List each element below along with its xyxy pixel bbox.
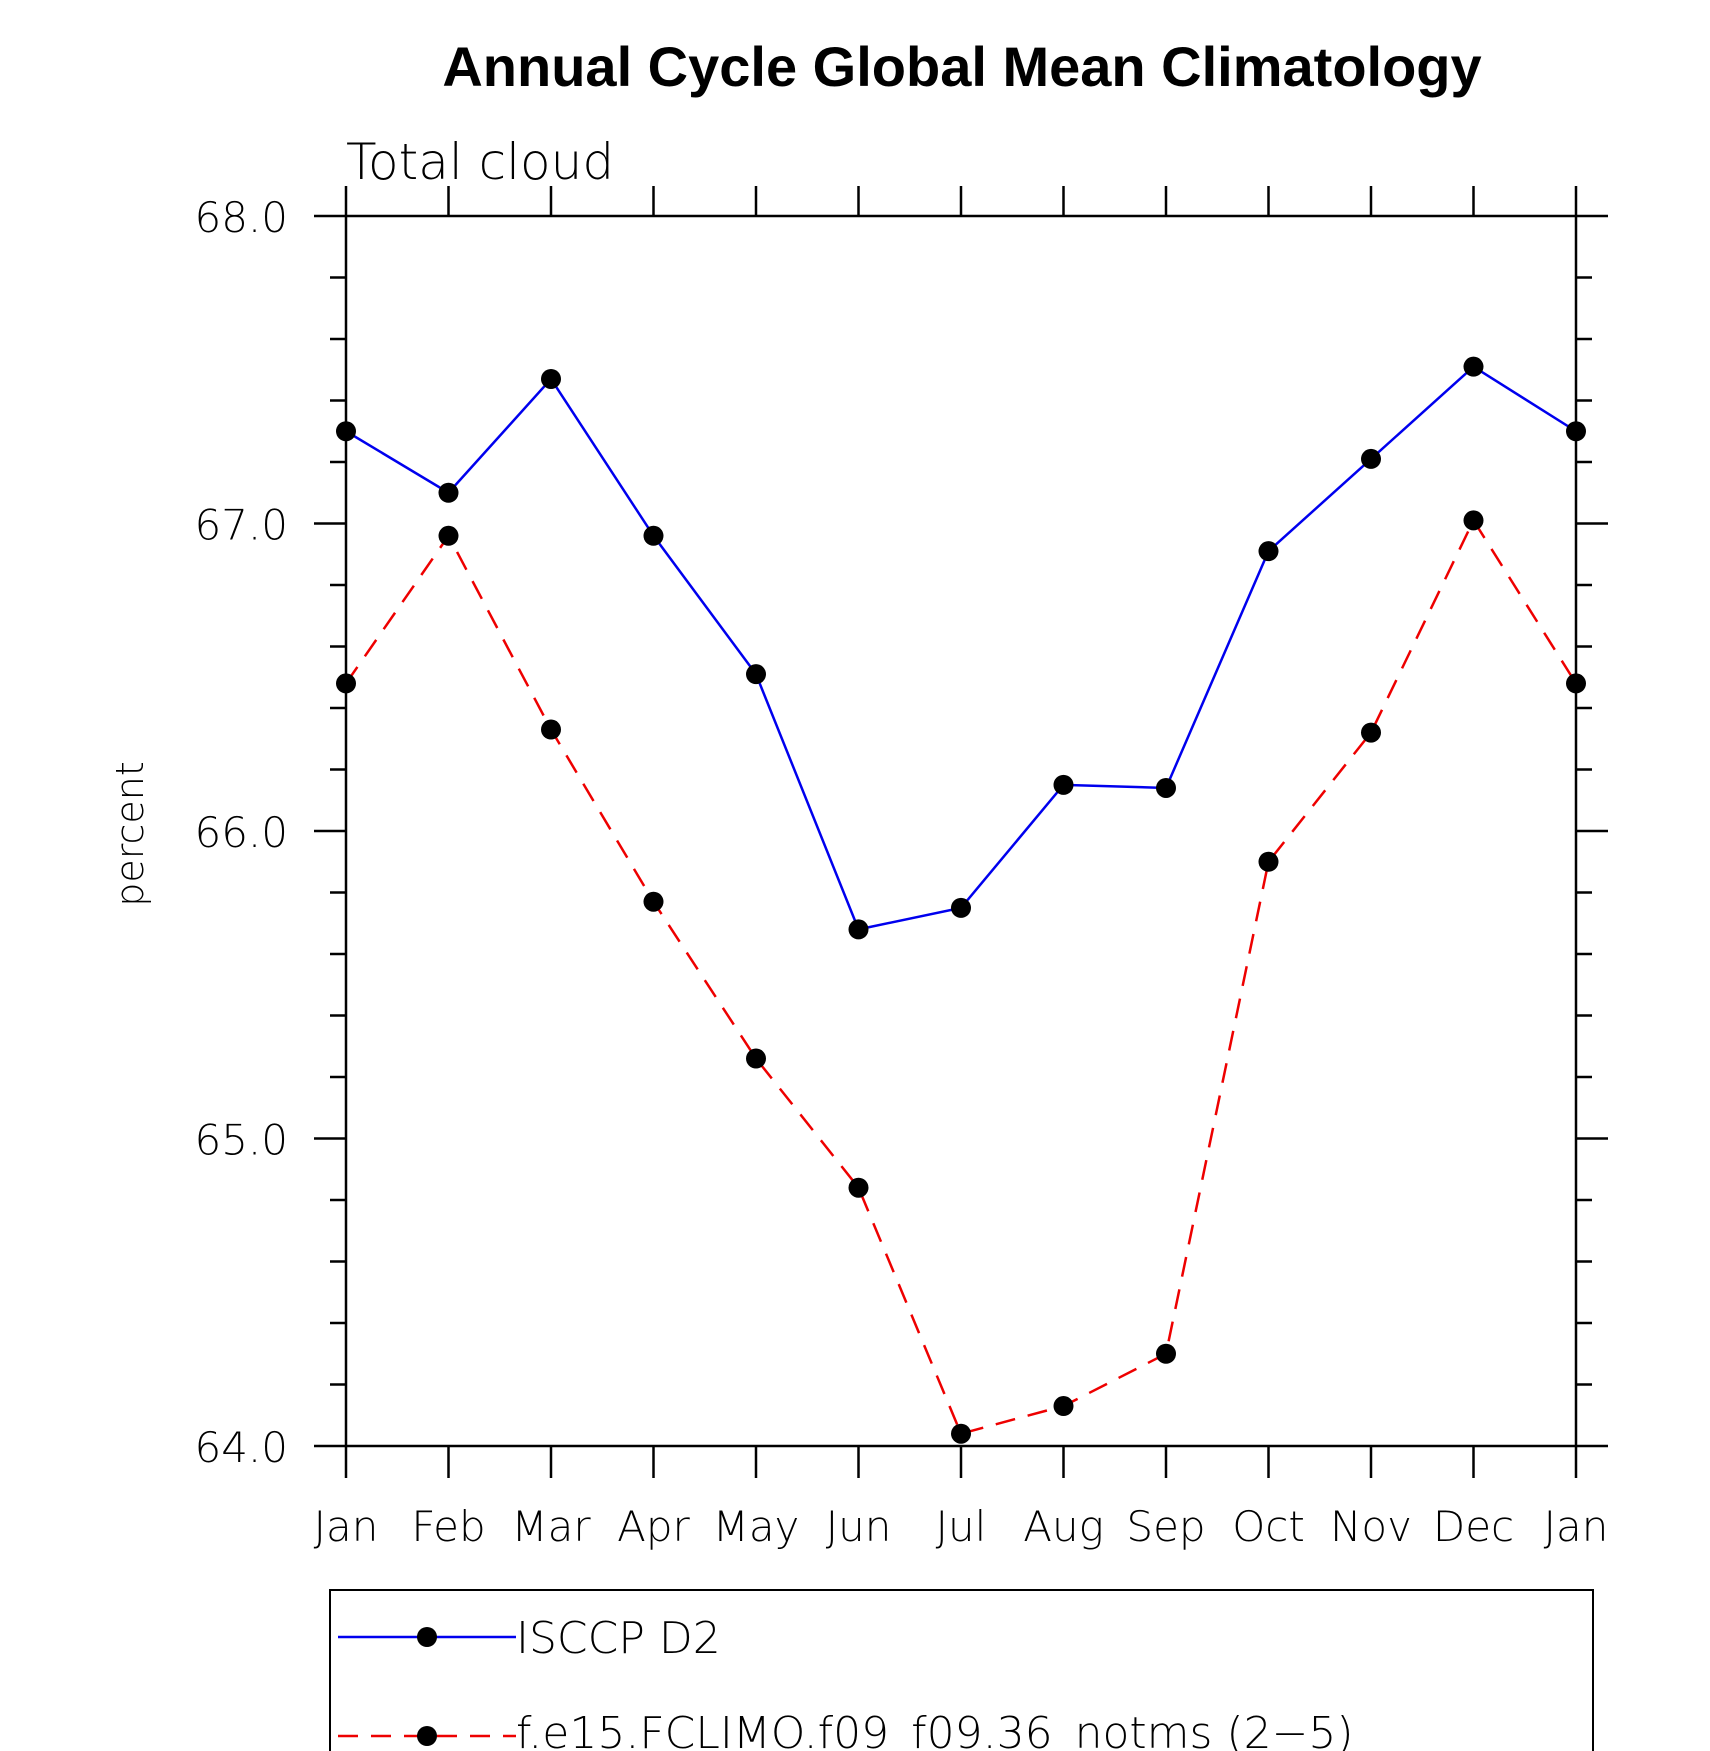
series-1-point <box>541 719 561 740</box>
x-tick-labels: Jan Feb Mar Apr May Jun Jul Aug Sep Oct Nov Dec Jan <box>314 1502 1609 1551</box>
x-tick-label: Feb <box>411 1502 485 1551</box>
x-tick-label: Jan <box>1544 1502 1609 1551</box>
series-0-point <box>1566 421 1586 442</box>
series-1-point <box>1361 722 1381 743</box>
x-tick-label: Jul <box>936 1502 987 1551</box>
x-tick-label: Sep <box>1126 1502 1205 1551</box>
series-1-point <box>1566 673 1586 694</box>
series-1-point <box>438 525 459 546</box>
y-tick-label: 65.0 <box>194 1116 288 1165</box>
x-tick-label: Nov <box>1330 1502 1412 1551</box>
series-1-point <box>1463 510 1484 531</box>
series-0-point <box>1258 541 1279 562</box>
series-0-point <box>951 897 971 918</box>
legend-box <box>329 1589 1594 1751</box>
y-tick-label: 66.0 <box>194 808 288 857</box>
legend-label-isccp: ISCCP D2 <box>516 1613 721 1664</box>
series-1-point <box>1053 1396 1074 1417</box>
x-tick-label: Mar <box>511 1502 591 1551</box>
y-tick-label: 68.0 <box>194 193 288 242</box>
series-0-point <box>1156 777 1176 798</box>
y-tick-label: 67.0 <box>194 501 288 550</box>
series-line-0 <box>345 365 1577 931</box>
x-tick-label: May <box>713 1502 800 1551</box>
series-1-point <box>1258 851 1279 872</box>
y-axis-label: percent <box>108 761 152 907</box>
x-tick-label: Jun <box>826 1502 892 1551</box>
legend-marker-model <box>417 1726 437 1746</box>
series-1-point <box>643 891 664 912</box>
x-tick-label: Jan <box>314 1502 379 1551</box>
series-0-point <box>1463 356 1484 377</box>
chart-title: Annual Cycle Global Mean Climatology <box>442 35 1481 98</box>
series-0-point <box>1053 774 1074 795</box>
series-1-point <box>848 1177 869 1198</box>
series-0-point <box>336 421 356 442</box>
axes <box>314 186 1608 1478</box>
legend: ISCCP D2 f.e15.FCLIMO.f09_f09.36_notms (… <box>329 1589 1594 1751</box>
legend-marker-isccp <box>417 1627 437 1647</box>
x-tick-label: Oct <box>1232 1502 1305 1551</box>
series-line-1 <box>344 517 1578 1436</box>
series-layer <box>336 356 1586 1444</box>
series-1-point <box>951 1423 971 1444</box>
series-0-point <box>848 919 869 940</box>
series-0-point <box>541 368 561 389</box>
series-0-point <box>643 525 664 546</box>
series-1-point <box>336 673 356 694</box>
chart-subtitle: Total cloud <box>346 133 614 191</box>
series-0-point <box>746 664 766 685</box>
y-tick-labels: 64.0 65.0 66.0 67.0 68.0 <box>194 193 288 1472</box>
series-0-point <box>438 482 459 503</box>
x-tick-label: Apr <box>617 1502 690 1551</box>
x-tick-label: Dec <box>1433 1502 1514 1551</box>
legend-label-model: f.e15.FCLIMO.f09_f09.36_notms (2−5) <box>516 1708 1354 1751</box>
series-1-point <box>746 1048 766 1069</box>
x-tick-label: Aug <box>1023 1502 1104 1551</box>
y-tick-label: 64.0 <box>194 1423 288 1472</box>
series-1-point <box>1156 1343 1176 1364</box>
series-0-point <box>1361 448 1381 469</box>
